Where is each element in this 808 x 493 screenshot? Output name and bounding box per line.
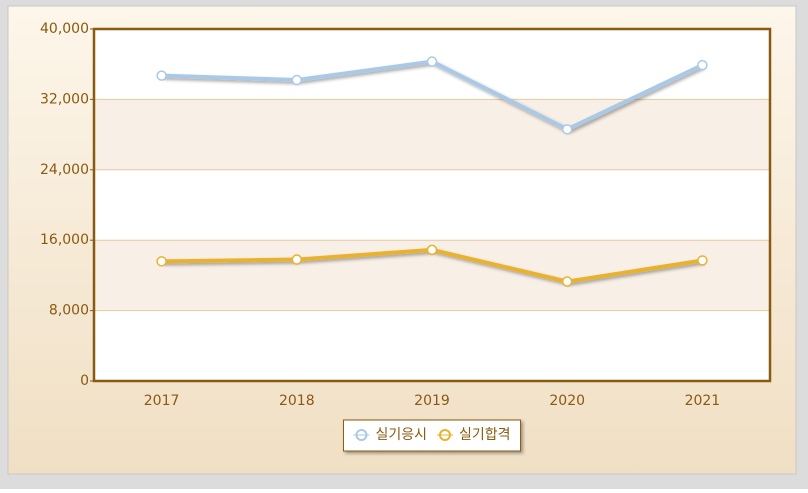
y-tick-label: 32,000 [40, 91, 89, 107]
legend-label: 실기합격 [459, 427, 511, 443]
data-point [561, 276, 573, 287]
x-tick-label: 2017 [144, 393, 180, 409]
y-tick-label: 0 [80, 373, 89, 389]
grid-band [94, 99, 770, 170]
x-tick-label: 2019 [414, 393, 450, 409]
data-point [156, 70, 167, 81]
legend-box [342, 419, 522, 452]
legend: 실기응시 실기합격 [342, 419, 522, 452]
y-tick-label: 24,000 [40, 162, 89, 178]
data-point [426, 244, 438, 256]
data-point [291, 254, 303, 265]
data-point [291, 74, 303, 86]
x-tick-label: 2018 [279, 393, 315, 409]
plot-border [92, 27, 772, 383]
data-point [426, 56, 438, 67]
y-tick-label: 40,000 [40, 21, 89, 37]
y-tick-label: 8,000 [49, 303, 89, 319]
data-point [697, 255, 708, 266]
x-tick-label: 2021 [685, 393, 721, 409]
data-point [561, 124, 573, 135]
x-tick-label: 2020 [549, 393, 585, 409]
data-point [156, 256, 167, 267]
data-point [697, 59, 708, 71]
y-tick-label: 16,000 [40, 232, 89, 248]
legend-label: 실기응시 [375, 427, 427, 443]
